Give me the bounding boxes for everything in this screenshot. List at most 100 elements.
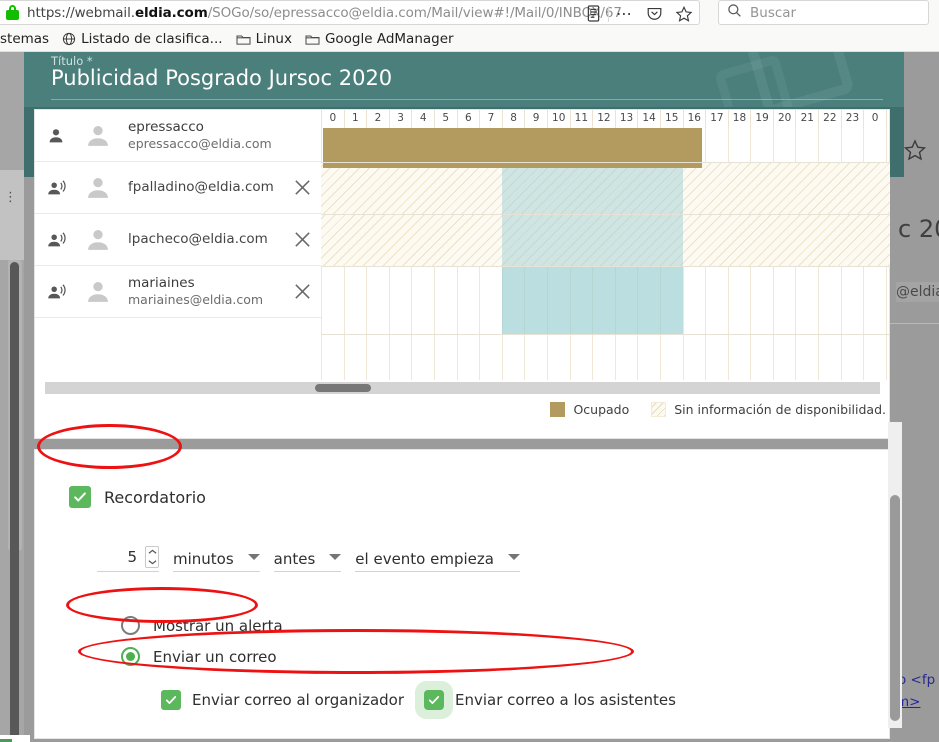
reminder-timing-row: 5 minutos antes el evento empieza (97, 546, 520, 572)
star-icon[interactable] (669, 1, 699, 26)
background-star-icon[interactable] (903, 138, 927, 166)
send-email-radio[interactable] (121, 647, 140, 666)
reminder-unit-value: minutos (173, 550, 234, 568)
background-message-title: c 20 (898, 215, 939, 243)
reminder-toggle-row[interactable]: Recordatorio (69, 486, 206, 508)
timeline-scrollbar-thumb[interactable] (315, 384, 371, 392)
background-overflow-dots-icon[interactable]: ⋮ (4, 190, 17, 205)
reminder-panel: Recordatorio 5 minutos antes (34, 449, 890, 739)
hour-tick: 4 (411, 110, 434, 128)
attendee-icon (35, 177, 77, 199)
reminder-action-group: Mostrar un alerta Enviar un correo (121, 610, 283, 672)
folder-icon (305, 33, 320, 46)
url-prefix: https://webmail. (27, 4, 135, 21)
event-editor-dialog: Título * Publicidad Posgrado Jursoc 2020 (24, 52, 904, 742)
hour-tick: 11 (569, 110, 593, 128)
timeline-scrollbar-track[interactable] (45, 382, 880, 394)
attendee-name: epressacco (128, 119, 204, 136)
more-options-icon[interactable]: ⋯ (616, 4, 632, 23)
reminder-label: Recordatorio (104, 487, 206, 507)
close-icon[interactable] (283, 282, 321, 301)
hour-tick: 6 (456, 110, 480, 128)
reminder-amount-value: 5 (127, 548, 137, 566)
attendee-email: lpacheco@eldia.com (128, 231, 268, 248)
hour-tick: 1 (343, 110, 367, 128)
browser-chrome: https://webmail.eldia.com/SOGo/so/epress… (0, 0, 939, 52)
freebusy-panel: epressacco epressacco@eldia.com (34, 109, 890, 439)
send-to-organizer-label: Enviar correo al organizador (192, 691, 405, 709)
attendee-identity: epressacco epressacco@eldia.com (119, 119, 283, 152)
freebusy-timeline[interactable]: 0123456789101112131415161718192021222301… (321, 110, 890, 380)
background-mail-link-1[interactable]: o <fp (898, 672, 936, 688)
title-field-label: Título * (51, 54, 93, 68)
bookmarks-bar: stemas Listado de clasifica... Linux (0, 26, 939, 52)
attendee-row[interactable]: mariaines mariaines@eldia.com (35, 266, 321, 318)
padlock-icon (6, 5, 19, 20)
search-input[interactable]: Buscar (750, 4, 797, 21)
chevron-down-icon (247, 554, 260, 560)
email-recipients-row: Enviar correo al organizador Enviar corr… (161, 690, 696, 710)
reminder-relation-select[interactable]: antes (273, 550, 342, 572)
bookmark-label: Listado de clasifica... (81, 31, 223, 47)
reminder-unit-select[interactable]: minutos (173, 550, 260, 572)
organizer-icon (35, 125, 77, 147)
search-icon (727, 3, 742, 22)
hour-tick: 7 (479, 110, 502, 128)
hour-tick: 10 (546, 110, 570, 128)
radio-row-show-alert[interactable]: Mostrar un alerta (121, 610, 283, 641)
background-left-panel (0, 170, 24, 260)
hour-tick: 2 (366, 110, 389, 128)
bookmark-item-linux[interactable]: Linux (236, 31, 292, 47)
reminder-checkbox[interactable] (69, 486, 91, 508)
quantity-stepper[interactable] (145, 546, 159, 568)
send-to-attendees-checkbox[interactable] (424, 690, 445, 710)
bookmark-item-stemas[interactable]: stemas (0, 31, 49, 47)
hour-tick: 13 (614, 110, 638, 128)
show-alert-label: Mostrar un alerta (153, 616, 283, 635)
url-path: /SOGo/so/epressacco@eldia.com/Mail/view#… (207, 4, 622, 21)
legend-busy-swatch (550, 402, 566, 417)
attendee-identity: fpalladino@eldia.com (119, 179, 283, 196)
hour-tick: 0 (321, 110, 344, 128)
toolbar-divider (608, 5, 609, 22)
close-icon[interactable] (283, 230, 321, 249)
chevron-down-icon (507, 554, 520, 560)
hour-tick: 9 (524, 110, 547, 128)
reader-view-icon[interactable] (578, 1, 608, 26)
availability-unknown-band (321, 214, 890, 266)
person-avatar-icon (77, 122, 119, 150)
hour-tick: 3 (388, 110, 412, 128)
row-divider (321, 162, 890, 163)
show-alert-radio[interactable] (121, 616, 140, 635)
bookmark-item-google-admanager[interactable]: Google AdManager (305, 31, 454, 47)
row-divider (321, 214, 890, 215)
address-bar[interactable]: https://webmail.eldia.com/SOGo/so/epress… (0, 0, 700, 25)
reminder-anchor-select[interactable]: el evento empieza (355, 550, 520, 572)
chrome-bottom-border (0, 51, 939, 52)
pocket-icon[interactable] (639, 1, 669, 26)
send-to-organizer-checkbox[interactable] (161, 690, 181, 710)
search-bar[interactable]: Buscar (718, 0, 929, 25)
background-mail-link-2[interactable]: m> (896, 694, 921, 710)
attendee-list: epressacco epressacco@eldia.com (35, 110, 321, 380)
close-icon[interactable] (283, 178, 321, 197)
title-input[interactable]: Publicidad Posgrado Jursoc 2020 (51, 66, 393, 90)
hour-tick: 22 (818, 110, 841, 128)
hour-tick: 23 (840, 110, 864, 128)
hour-tick: 15 (659, 110, 683, 128)
title-input-underline (51, 99, 883, 100)
reminder-amount-field[interactable]: 5 (97, 546, 159, 572)
bookmark-label: Linux (255, 31, 292, 47)
attendee-row[interactable]: lpacheco@eldia.com (35, 214, 321, 266)
bookmark-item-listado[interactable]: Listado de clasifica... (62, 31, 223, 47)
radio-row-send-email[interactable]: Enviar un correo (121, 641, 283, 672)
attendee-identity: mariaines mariaines@eldia.com (119, 275, 283, 308)
attendee-row-organizer[interactable]: epressacco epressacco@eldia.com (35, 110, 321, 162)
reminder-anchor-value: el evento empieza (355, 550, 494, 568)
send-to-attendees-label: Enviar correo a los asistentes (455, 691, 676, 709)
attendee-row[interactable]: fpalladino@eldia.com (35, 162, 321, 214)
attendee-icon (35, 281, 77, 303)
dialog-scrollbar-thumb[interactable] (890, 495, 900, 721)
background-scrollbar-thumb[interactable] (10, 262, 19, 742)
